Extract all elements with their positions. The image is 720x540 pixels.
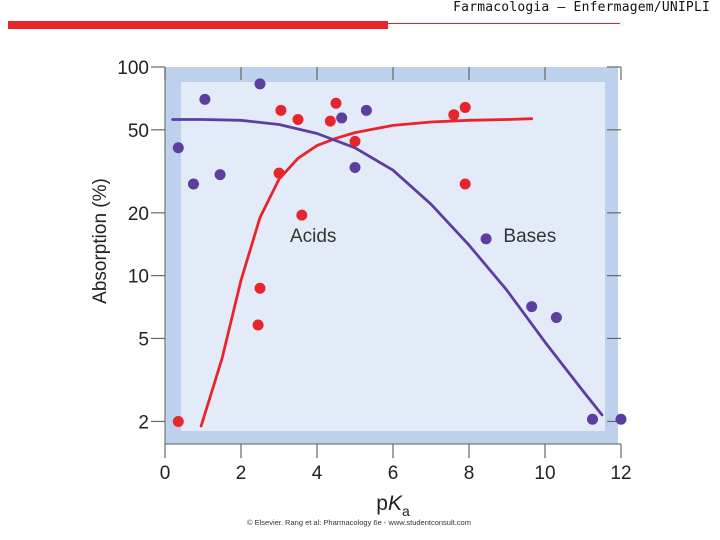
point-acids (273, 167, 285, 179)
curve-bases (171, 118, 604, 417)
point-bases (349, 161, 361, 173)
chart-panel: 2 5 10 20 50 100 0 2 4 6 8 10 12 Acids Bases Absorpti… (88, 58, 633, 528)
y-tick-label: 20 (128, 204, 149, 225)
y-tick-label: 100 (117, 58, 149, 79)
x-axis-label-subscript: a (402, 503, 410, 519)
x-tick-label: 10 (534, 463, 555, 484)
point-acids (459, 101, 471, 113)
point-acids (324, 115, 336, 127)
point-bases (172, 142, 184, 154)
y-tick-label: 50 (128, 121, 149, 142)
x-tick-label: 12 (610, 463, 631, 484)
x-axis-label-italic: K (388, 492, 403, 515)
point-acids (292, 114, 304, 126)
y-tick-label: 2 (138, 412, 149, 433)
point-acids (172, 415, 184, 427)
point-acids (349, 135, 361, 147)
x-tick-label: 8 (464, 463, 475, 484)
annotation-acids: Acids (290, 226, 336, 247)
x-axis-label: pKa (376, 492, 410, 519)
annotation-bases: Bases (503, 226, 556, 247)
y-tick-label: 5 (138, 329, 149, 350)
point-bases (550, 311, 562, 323)
plot-inner-area (181, 82, 605, 431)
x-tick-label: 2 (236, 463, 247, 484)
slide-header-title: Farmacologia – Enfermagem/UNIPLI (453, 0, 710, 15)
point-bases (254, 78, 266, 90)
point-bases (587, 413, 598, 425)
header-accent-bar (8, 21, 388, 29)
point-bases (199, 93, 211, 105)
copyright-note: © Elsevier. Rang et al: Pharmacology 6e … (247, 518, 471, 527)
absorption-chart: 2 5 10 20 50 100 0 2 4 6 8 10 12 Acids Bases Absorpti… (90, 58, 632, 527)
point-bases (360, 104, 372, 116)
point-bases (188, 178, 199, 190)
point-acids (459, 178, 471, 190)
point-acids (448, 109, 460, 121)
y-axis-label: Absorption (%) (90, 178, 111, 304)
point-bases (336, 112, 348, 124)
x-tick-label: 4 (312, 463, 323, 484)
header-accent-line (388, 23, 620, 24)
x-tick-label: 6 (388, 463, 399, 484)
point-acids (330, 97, 342, 109)
point-bases (615, 413, 627, 425)
x-axis-label-base: p (376, 492, 388, 515)
point-bases (526, 301, 538, 313)
point-bases (480, 233, 492, 245)
curve-acids (199, 117, 534, 428)
y-tick-label: 10 (128, 267, 149, 288)
point-bases (214, 169, 226, 181)
point-acids (296, 209, 308, 221)
point-acids (252, 319, 264, 331)
point-acids (254, 282, 266, 294)
x-tick-label: 0 (160, 463, 171, 484)
point-acids (275, 104, 287, 116)
